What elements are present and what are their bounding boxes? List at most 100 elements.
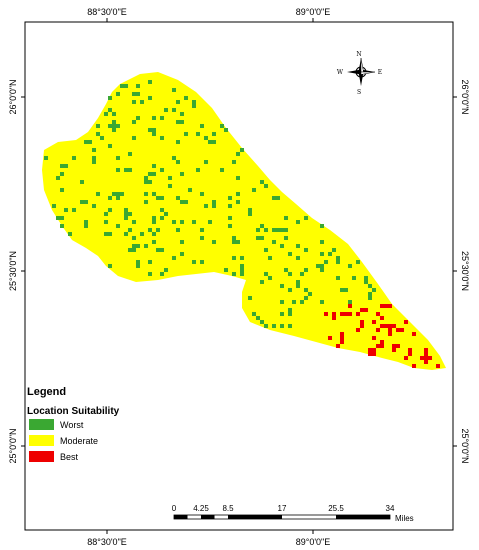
worst-cell [200, 192, 204, 196]
worst-cell [148, 96, 152, 100]
worst-cell [328, 252, 332, 256]
best-cell [328, 336, 332, 340]
worst-cell [280, 324, 284, 328]
best-cell [336, 344, 340, 348]
worst-cell [240, 256, 244, 260]
worst-cell [172, 220, 176, 224]
worst-cell [136, 264, 140, 268]
worst-cell [284, 228, 288, 232]
worst-cell [176, 140, 180, 144]
legend-swatch-moderate [29, 435, 54, 446]
best-cell [392, 324, 396, 328]
legend-title: Legend [27, 386, 66, 398]
worst-cell [168, 184, 172, 188]
compass-n-label: N [356, 51, 361, 58]
worst-cell [212, 132, 216, 136]
worst-cell [72, 156, 76, 160]
worst-cell [272, 228, 276, 232]
worst-cell [264, 324, 268, 328]
best-cell [356, 328, 360, 332]
worst-cell [284, 216, 288, 220]
best-cell [364, 308, 368, 312]
worst-cell [224, 268, 228, 272]
worst-cell [144, 244, 148, 248]
worst-cell [332, 248, 336, 252]
worst-cell [236, 192, 240, 196]
worst-cell [128, 152, 132, 156]
worst-cell [212, 240, 216, 244]
worst-cell [180, 120, 184, 124]
best-cell [392, 344, 396, 348]
best-cell [400, 328, 404, 332]
best-cell [424, 352, 428, 356]
worst-cell [112, 124, 116, 128]
worst-cell [116, 168, 120, 172]
worst-cell [112, 120, 116, 124]
worst-cell [160, 136, 164, 140]
worst-cell [192, 220, 196, 224]
worst-cell [200, 124, 204, 128]
worst-cell [136, 92, 140, 96]
best-cell [404, 356, 408, 360]
worst-cell [228, 204, 232, 208]
worst-cells [44, 80, 376, 328]
best-cell [348, 304, 352, 308]
best-cell [408, 348, 412, 352]
worst-cell [152, 240, 156, 244]
best-cells [324, 304, 440, 368]
worst-cell [164, 212, 168, 216]
best-cell [380, 316, 384, 320]
legend: Legend Location Suitability Worst Modera… [27, 386, 120, 462]
best-cell [388, 332, 392, 336]
worst-cell [96, 124, 100, 128]
best-cell [372, 352, 376, 356]
worst-cell [260, 236, 264, 240]
best-cell [412, 364, 416, 368]
worst-cell [152, 116, 156, 120]
legend-label-best: Best [60, 452, 79, 462]
worst-cell [212, 200, 216, 204]
worst-cell [280, 228, 284, 232]
best-cell [412, 332, 416, 336]
worst-cell [264, 184, 268, 188]
graticule-ticks [21, 18, 457, 534]
worst-cell [240, 268, 244, 272]
worst-cell [116, 192, 120, 196]
worst-cell [228, 224, 232, 228]
worst-cell [152, 192, 156, 196]
worst-cell [268, 276, 272, 280]
worst-cell [132, 120, 136, 124]
best-cell [340, 336, 344, 340]
best-cell [332, 312, 336, 316]
best-cell [348, 312, 352, 316]
best-cell [372, 336, 376, 340]
worst-cell [116, 156, 120, 160]
worst-cell [172, 108, 176, 112]
worst-cell [116, 124, 120, 128]
worst-cell [128, 212, 132, 216]
worst-cell [248, 296, 252, 300]
top-label-88-30: 88°30'0"E [87, 7, 127, 17]
bottom-label-88-30: 88°30'0"E [87, 537, 127, 547]
worst-cell [204, 160, 208, 164]
worst-cell [148, 128, 152, 132]
worst-cell [132, 136, 136, 140]
legend-label-moderate: Moderate [60, 436, 98, 446]
worst-cell [128, 168, 132, 172]
worst-cell [92, 148, 96, 152]
worst-cell [196, 132, 200, 136]
worst-cell [200, 260, 204, 264]
worst-cell [84, 220, 88, 224]
worst-cell [288, 272, 292, 276]
worst-cell [112, 192, 116, 196]
worst-cell [336, 256, 340, 260]
worst-cell [284, 236, 288, 240]
right-label-25-0: 25°0'0"N [460, 428, 470, 463]
bottom-label-89-0: 89°0'0"E [296, 537, 331, 547]
right-label-26-0: 26°0'0"N [460, 79, 470, 114]
worst-cell [296, 244, 300, 248]
worst-cell [128, 248, 132, 252]
scale-tick-25-5: 25.5 [328, 504, 344, 513]
worst-cell [108, 144, 112, 148]
